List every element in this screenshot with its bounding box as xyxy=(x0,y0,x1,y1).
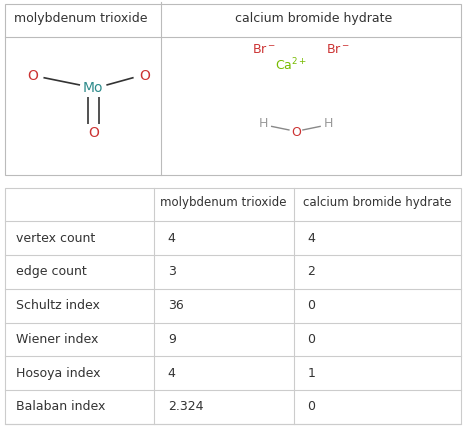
Text: Wiener index: Wiener index xyxy=(16,333,99,346)
Text: 4: 4 xyxy=(168,366,176,380)
Text: Br$^-$: Br$^-$ xyxy=(252,43,275,56)
Text: 0: 0 xyxy=(308,400,315,413)
Text: 2: 2 xyxy=(308,265,315,279)
Text: calcium bromide hydrate: calcium bromide hydrate xyxy=(303,196,452,210)
Text: Br$^-$: Br$^-$ xyxy=(326,43,350,56)
Text: 0: 0 xyxy=(308,333,315,346)
Text: 2.324: 2.324 xyxy=(168,400,203,413)
Text: O: O xyxy=(88,126,99,140)
Text: 0: 0 xyxy=(308,299,315,312)
Text: Hosoya index: Hosoya index xyxy=(16,366,101,380)
Text: O: O xyxy=(139,69,150,83)
Text: H: H xyxy=(324,117,333,130)
Text: calcium bromide hydrate: calcium bromide hydrate xyxy=(235,12,392,26)
Text: O: O xyxy=(291,126,301,139)
Text: 36: 36 xyxy=(168,299,184,312)
Text: Ca$^{2+}$: Ca$^{2+}$ xyxy=(275,57,307,74)
Text: edge count: edge count xyxy=(16,265,87,279)
Text: O: O xyxy=(27,69,38,83)
Text: 4: 4 xyxy=(168,232,176,245)
Text: Mo: Mo xyxy=(83,81,103,95)
Text: molybdenum trioxide: molybdenum trioxide xyxy=(14,12,147,26)
Text: Balaban index: Balaban index xyxy=(16,400,106,413)
Text: 1: 1 xyxy=(308,366,315,380)
Text: 9: 9 xyxy=(168,333,176,346)
Text: molybdenum trioxide: molybdenum trioxide xyxy=(160,196,287,210)
Text: vertex count: vertex count xyxy=(16,232,96,245)
Text: H: H xyxy=(259,117,268,130)
Text: Schultz index: Schultz index xyxy=(16,299,100,312)
Text: 4: 4 xyxy=(308,232,315,245)
Text: 3: 3 xyxy=(168,265,176,279)
